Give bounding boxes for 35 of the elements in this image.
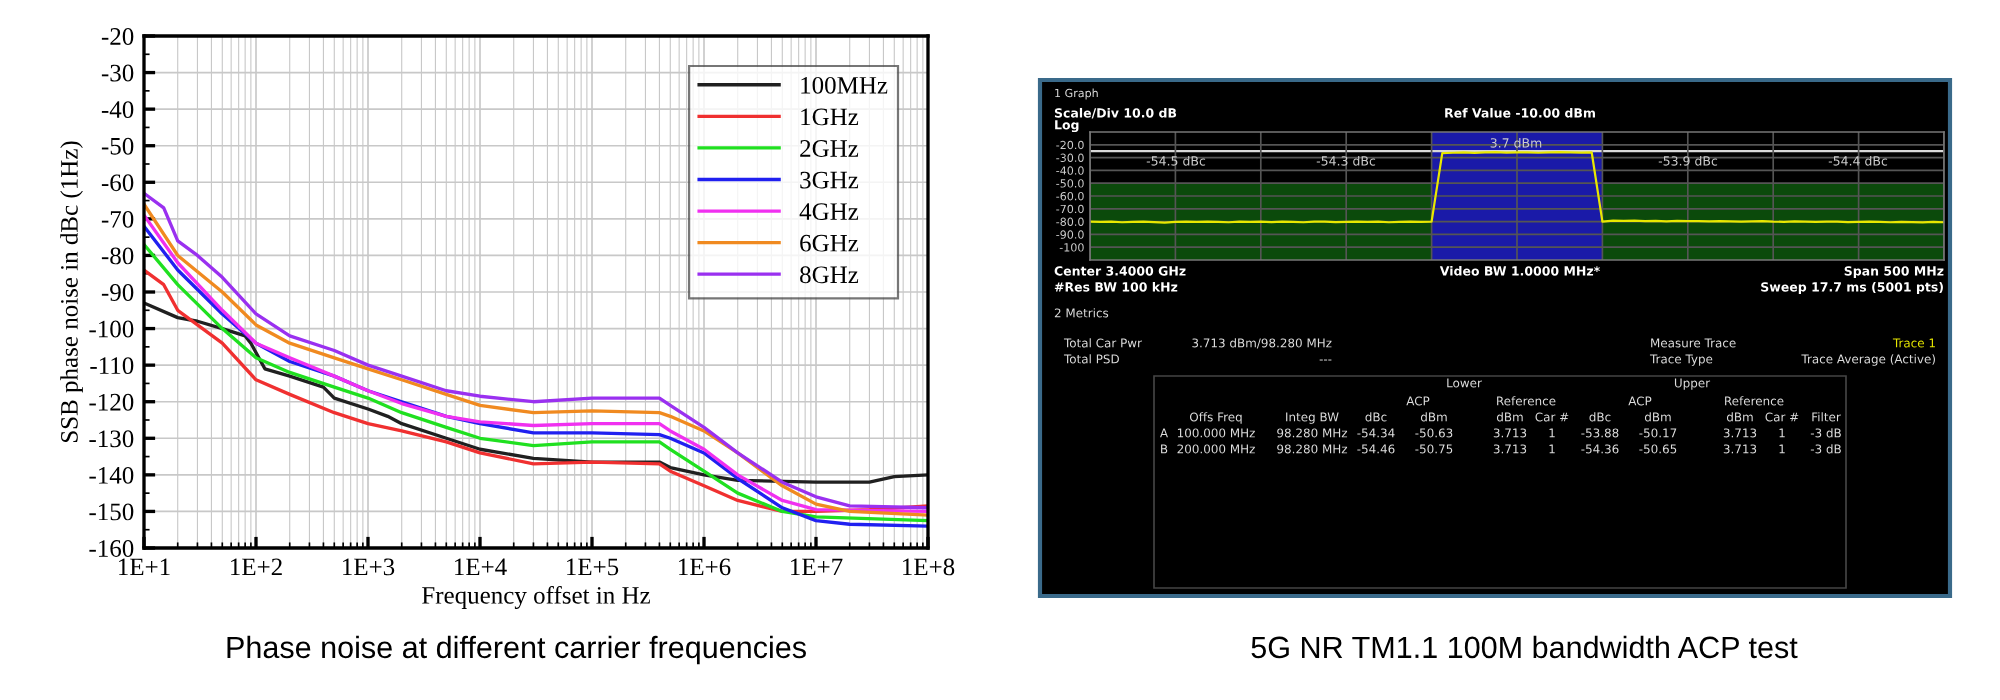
- y-tick-label: -120: [89, 393, 134, 411]
- y-tick-label: -40: [101, 101, 134, 119]
- x-tick-label: 1E+1: [119, 558, 170, 576]
- y-tick-label: -130: [89, 430, 134, 448]
- legend-label: 3GHz: [800, 171, 859, 189]
- x-tick-label: 1E+3: [343, 558, 395, 576]
- x-tick-label: 1E+5: [567, 558, 619, 576]
- legend-label: 2GHz: [800, 140, 859, 157]
- y-tick-label: -30: [101, 64, 134, 82]
- y-tick-label: -100: [89, 320, 134, 338]
- x-tick-label: 1E+8: [903, 558, 955, 576]
- y-tick-label: -160: [89, 540, 134, 557]
- x-tick-label: 1E+4: [455, 558, 507, 576]
- x-axis-title: Frequency offset in Hz: [422, 585, 650, 609]
- y-tick-label: -60: [101, 174, 134, 192]
- y-tick-label: -140: [89, 466, 134, 484]
- y-tick-label: -70: [101, 210, 134, 228]
- legend-label: 100MHz: [801, 76, 888, 94]
- legend-label: 1GHz: [801, 108, 859, 126]
- y-tick-label: -80: [101, 247, 134, 265]
- x-tick-label: 1E+6: [679, 558, 731, 576]
- y-tick-label: -90: [101, 284, 134, 301]
- legend-label: 8GHz: [800, 266, 859, 284]
- x-tick-label: 1E+2: [231, 558, 282, 576]
- legend-label: 6GHz: [800, 234, 859, 252]
- y-tick-label: -20: [101, 28, 134, 45]
- legend-label: 4GHz: [799, 203, 859, 221]
- text: 5G NR TM1.1 100M bandwidth ACP test: [1251, 635, 1798, 659]
- x-tick-label: 1E+7: [791, 558, 843, 576]
- y-tick-label: -150: [89, 503, 134, 521]
- y-tick-label: -50: [101, 137, 134, 155]
- y-axis-title: SSB phase noise in dBc (1Hz): [60, 141, 83, 443]
- line-series: [1090, 151, 1944, 224]
- y-tick-label: -110: [90, 357, 134, 375]
- text: Phase noise at different carrier frequencies: [227, 635, 806, 665]
